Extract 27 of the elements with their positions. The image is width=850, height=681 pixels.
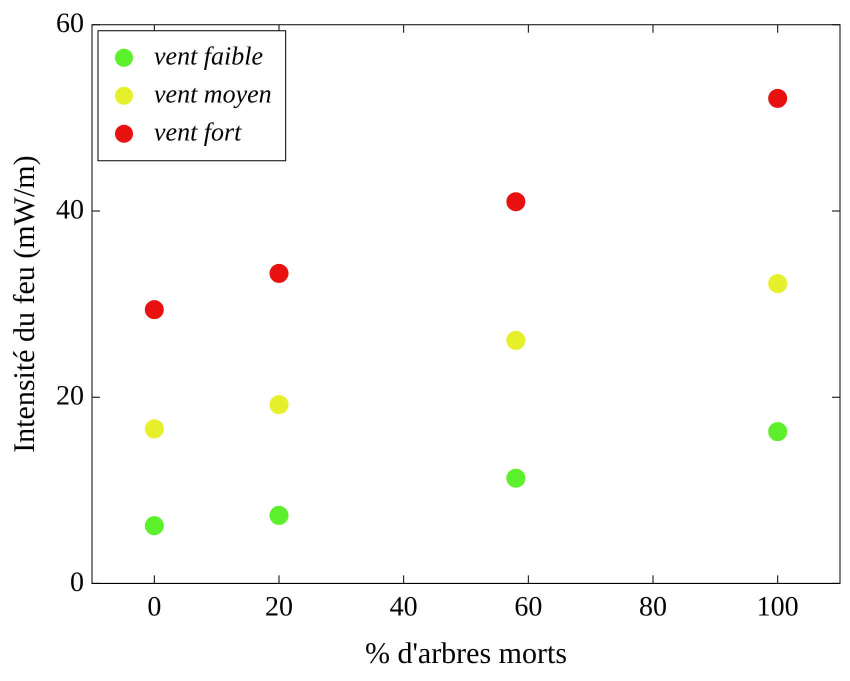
y-tick-label: 20 xyxy=(56,380,84,412)
point xyxy=(270,506,288,525)
point xyxy=(768,274,788,294)
x-tick-label: 20 xyxy=(265,592,293,623)
point xyxy=(144,516,164,536)
x-tick-label: 100 xyxy=(756,592,799,623)
point xyxy=(506,192,526,212)
point xyxy=(270,395,288,414)
point xyxy=(768,422,788,442)
x-tick-label: 80 xyxy=(639,592,667,623)
point xyxy=(506,468,526,488)
point xyxy=(768,88,788,108)
x-axis-title: % d'arbres morts xyxy=(364,636,568,670)
legend-label: vent faible xyxy=(154,42,264,71)
x-tick-label: 40 xyxy=(390,592,418,623)
y-tick-label: 40 xyxy=(56,194,84,226)
y-tick-label: 60 xyxy=(56,8,84,40)
point xyxy=(506,330,526,350)
y-axis-title: Intensité du feu (mW/m) xyxy=(8,155,41,453)
legend-label: vent fort xyxy=(154,118,242,147)
y-tick-label: 0 xyxy=(70,566,84,598)
point xyxy=(144,419,164,438)
legend-label: vent moyen xyxy=(154,80,272,109)
point xyxy=(270,264,288,283)
x-tick-label: 60 xyxy=(514,592,542,623)
point xyxy=(144,300,164,320)
x-tick-label: 0 xyxy=(147,592,162,623)
